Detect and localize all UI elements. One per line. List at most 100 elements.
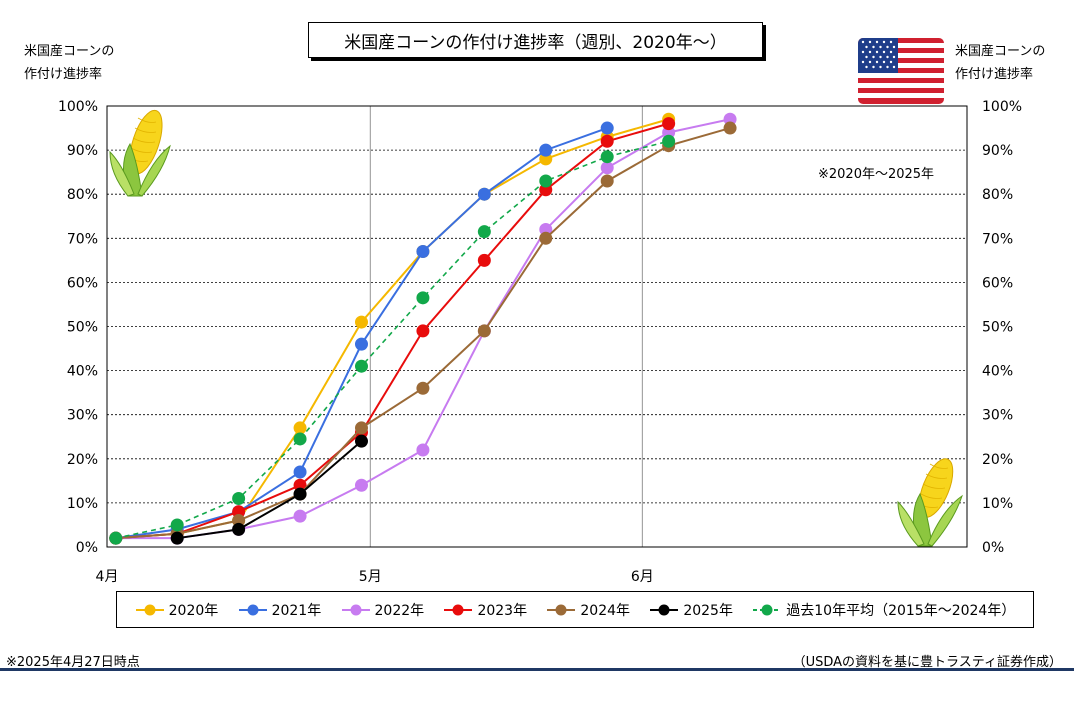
source-note: （USDAの資料を基に豊トラスティ証券作成） bbox=[792, 655, 1062, 670]
plot-area-border bbox=[106, 105, 968, 548]
data-point bbox=[600, 161, 614, 175]
legend-item: 2024年 bbox=[546, 600, 630, 620]
as-of-date-note: ※2025年4月27日時点 bbox=[6, 655, 140, 670]
series-line bbox=[177, 440, 363, 540]
data-point bbox=[293, 421, 307, 435]
y-tick-label-right: 50% bbox=[982, 320, 1013, 336]
data-point bbox=[293, 432, 307, 446]
legend-label: 2022年 bbox=[374, 602, 425, 619]
y-tick-label-right: 70% bbox=[982, 231, 1013, 247]
right-axis-title-line-1: 米国産コーンの bbox=[955, 44, 1046, 59]
data-point bbox=[354, 478, 368, 492]
legend-label: 2023年 bbox=[477, 602, 528, 619]
range-note: ※2020年～2025年 bbox=[818, 167, 935, 182]
y-tick-label: 0% bbox=[76, 540, 98, 556]
legend-swatch bbox=[547, 604, 576, 615]
legend-label: 2025年 bbox=[683, 602, 733, 619]
left-axis-title-line-1: 米国産コーンの bbox=[24, 44, 115, 59]
data-point bbox=[109, 531, 123, 545]
data-point bbox=[293, 487, 307, 501]
legend-label: 過去10年平均（2015年～2024年） bbox=[786, 602, 1016, 619]
legend-item: 過去10年平均（2015年～2024年） bbox=[752, 600, 1015, 620]
y-tick-label: 80% bbox=[67, 187, 98, 203]
y-tick-label: 100% bbox=[58, 99, 98, 115]
data-point bbox=[293, 465, 307, 479]
data-point bbox=[232, 522, 246, 536]
y-tick-label-right: 80% bbox=[982, 187, 1013, 203]
y-tick-label-right: 0% bbox=[982, 540, 1004, 556]
legend-swatch bbox=[135, 604, 164, 615]
data-point bbox=[354, 434, 368, 448]
y-tick-label-right: 10% bbox=[982, 496, 1013, 512]
y-tick-label: 20% bbox=[67, 452, 98, 468]
y-tick-label: 90% bbox=[67, 143, 98, 159]
chart-legend: 2020年 2021年 2022年 2023年 2024年 2025年 過去10年平均（20… bbox=[116, 591, 1034, 628]
data-point bbox=[723, 121, 737, 135]
legend-label: 2021年 bbox=[271, 602, 322, 619]
y-tick-label: 70% bbox=[67, 231, 98, 247]
left-axis-title-line-2: 作付け進捗率 bbox=[24, 67, 103, 82]
data-point bbox=[539, 143, 553, 157]
data-point bbox=[416, 324, 430, 338]
y-tick-label: 60% bbox=[67, 275, 98, 291]
left-axis-title: 米国産コーンの 作付け進捗率 bbox=[24, 40, 114, 86]
legend-swatch bbox=[444, 604, 473, 615]
y-tick-label: 40% bbox=[67, 364, 98, 380]
y-tick-label-right: 60% bbox=[982, 275, 1013, 291]
series-lines bbox=[109, 112, 737, 545]
data-point bbox=[477, 225, 491, 239]
left-y-tick-labels: 0% 10% 20% 30% 40% 50% 60% 70% 80% 90% 100% bbox=[58, 99, 98, 556]
data-point bbox=[477, 187, 491, 201]
legend-item: 2022年 bbox=[341, 600, 425, 620]
data-point bbox=[600, 150, 614, 164]
data-point bbox=[539, 174, 553, 188]
y-tick-label-right: 90% bbox=[982, 143, 1013, 159]
data-point bbox=[232, 491, 246, 505]
y-tick-label: 10% bbox=[67, 496, 98, 512]
legend-item: 2025年 bbox=[649, 600, 733, 620]
x-tick-labels: 4月 5月 6月 bbox=[96, 569, 654, 585]
footer-divider bbox=[0, 668, 1074, 671]
corn-icon bbox=[109, 109, 171, 197]
corn-icon bbox=[897, 458, 963, 547]
x-tick-label: 5月 bbox=[359, 569, 382, 585]
data-point bbox=[600, 174, 614, 188]
data-point bbox=[416, 381, 430, 395]
y-tick-label-right: 40% bbox=[982, 364, 1013, 380]
data-point bbox=[477, 253, 491, 267]
data-point bbox=[662, 117, 676, 131]
series-line bbox=[115, 127, 608, 540]
legend-swatch bbox=[341, 604, 370, 615]
data-point bbox=[354, 359, 368, 373]
data-point bbox=[170, 531, 184, 545]
chart-title: 米国産コーンの作付け進捗率（週別、2020年～） bbox=[308, 22, 763, 58]
y-tick-label: 30% bbox=[67, 408, 98, 424]
y-tick-label-right: 100% bbox=[982, 99, 1022, 115]
data-point bbox=[354, 337, 368, 351]
data-point bbox=[477, 324, 491, 338]
y-tick-label-right: 20% bbox=[982, 452, 1013, 468]
data-point bbox=[600, 121, 614, 135]
series-2023年 bbox=[109, 117, 676, 545]
data-point bbox=[416, 245, 430, 259]
data-point bbox=[354, 421, 368, 435]
data-point bbox=[293, 509, 307, 523]
legend-item: 2023年 bbox=[443, 600, 527, 620]
legend-swatch bbox=[650, 604, 679, 615]
legend-label: 2024年 bbox=[580, 602, 631, 619]
data-point bbox=[170, 518, 184, 532]
series-2020年 bbox=[109, 112, 676, 545]
us-flag-icon bbox=[858, 38, 944, 104]
series-line bbox=[115, 122, 669, 540]
data-point bbox=[416, 443, 430, 457]
right-axis-title-line-2: 作付け進捗率 bbox=[955, 67, 1034, 82]
legend-label: 2020年 bbox=[168, 602, 219, 619]
legend-swatch bbox=[238, 604, 267, 615]
x-tick-label: 6月 bbox=[631, 569, 654, 585]
legend-swatch bbox=[753, 604, 782, 615]
data-point bbox=[662, 134, 676, 148]
data-point bbox=[539, 231, 553, 245]
legend-item: 2020年 bbox=[135, 600, 219, 620]
series-line bbox=[115, 140, 669, 539]
